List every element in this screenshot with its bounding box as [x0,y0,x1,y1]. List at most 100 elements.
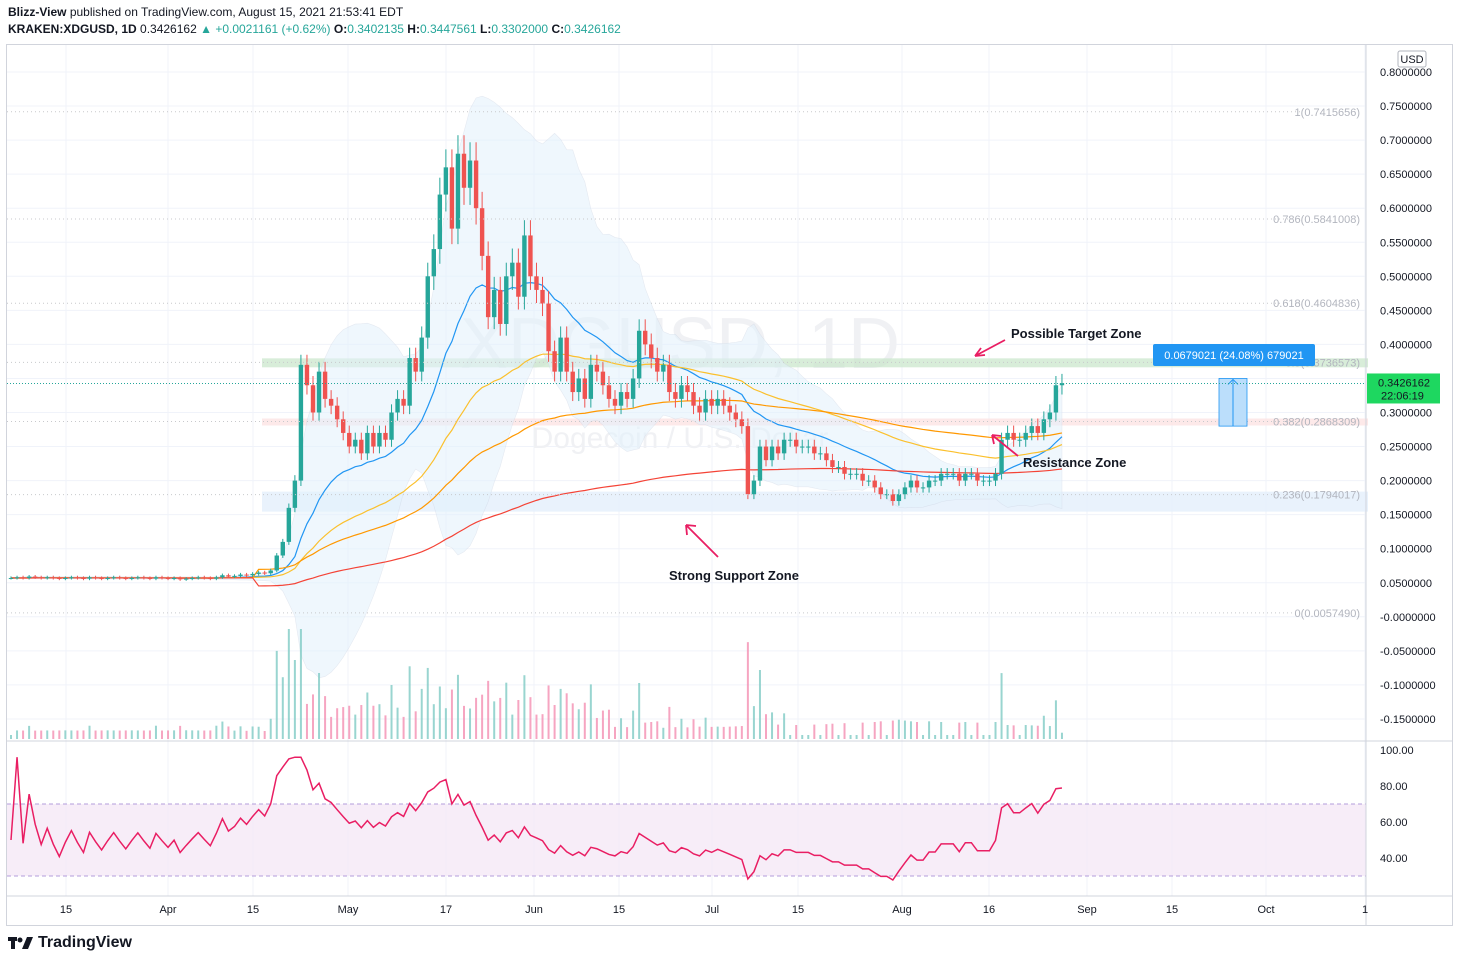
volume-bar [680,718,683,739]
volume-bar [52,730,55,739]
volume-bar [1054,700,1057,739]
candle-body [558,337,563,372]
candle-body [606,385,612,399]
candle-body [292,480,298,508]
candle-body [787,439,793,441]
volume-bar [70,730,73,739]
volume-bar [819,735,822,739]
candle-body [745,426,751,495]
volume-bar [1000,673,1003,739]
price-tick-label: 0.1000000 [1380,544,1432,556]
candle-body [202,577,207,579]
volume-bars [10,629,1063,739]
volume-bar [342,707,345,739]
volume-bar [1042,715,1045,739]
candle-body [159,577,165,579]
volume-bar [239,726,242,739]
volume-bar [704,717,707,739]
candle-body [920,487,926,489]
candle-body [45,577,50,579]
volume-bar [988,735,991,739]
candles [8,135,1065,581]
volume-bar [952,735,955,739]
high-value: 0.3447561 [419,22,477,36]
candle-body [945,473,950,475]
candle-body [14,577,20,579]
volume-bar [263,731,266,739]
volume-bar [946,735,949,739]
candle-body [39,577,44,579]
candle-body [963,473,968,481]
candle-body [830,460,835,467]
candle-body [999,439,1004,474]
volume-bar [64,730,67,739]
volume-bar [686,727,689,739]
volume-bar [964,722,967,739]
candle-body [250,573,255,576]
publisher-name[interactable]: Blizz-View [8,5,67,19]
volume-bar [765,714,767,739]
volume-bar [402,716,405,739]
time-tick-label: Jun [525,904,543,916]
candle-body [794,439,799,447]
volume-bar [692,719,695,739]
candle-body [643,330,648,345]
volume-bar [106,730,109,739]
candle-body [703,398,708,413]
candle-body [649,344,654,359]
candle-body [395,398,400,413]
volume-bar [958,722,961,739]
candle-body [419,337,424,372]
time-tick-label: 1 [1362,904,1368,916]
volume-bar [813,724,816,739]
price-tick-label: 0.4500000 [1380,305,1432,317]
volume-bar [318,673,321,739]
volume-bar [601,710,604,739]
volume-bar [644,722,647,739]
candle-body [365,432,370,454]
volume-bar [668,706,671,739]
volume-bar [444,708,447,739]
volume-bar [1006,725,1009,739]
candle-body [709,398,714,406]
candle-body [733,412,738,420]
candle-body [413,358,418,372]
candle-body [153,577,159,579]
candle-body [636,330,642,379]
time-tick-label: 16 [983,904,995,916]
time-tick-label: 15 [247,904,259,916]
candle-body [685,385,690,393]
high-label: H: [407,22,420,36]
volume-bar [396,707,399,739]
volume-bar [154,725,157,739]
candle-body [842,466,847,474]
price-tick-label: -0.1000000 [1380,680,1436,692]
candle-body [341,419,346,433]
candle-body [552,351,557,372]
price-tick-label: 0.6000000 [1380,203,1432,215]
volume-bar [807,735,810,739]
price-tick-label: 0.8000000 [1380,67,1432,79]
volume-bar [336,708,339,739]
candle-body [872,480,877,488]
possible-target-zone-label: Possible Target Zone [1011,326,1142,341]
candle-body [612,398,618,406]
volume-bar [795,725,798,739]
tradingview-logo[interactable]: TradingView [8,934,132,952]
volume-bar [505,682,508,739]
candle-body [540,289,545,304]
time-tick-label: Sep [1077,904,1097,916]
candle-body [485,255,491,318]
low-value: 0.3302000 [491,22,549,36]
volume-bar [161,730,163,739]
candle-body [896,494,902,502]
candle-body [262,572,267,574]
price-tick-label: 0.7500000 [1380,101,1432,113]
volume-bar [487,680,490,739]
symbol-label[interactable]: KRAKEN:XDGUSD, 1D [8,22,137,36]
candle-body [183,578,189,580]
volume-bar [112,730,115,739]
candle-body [455,153,461,229]
volume-bar [185,730,188,739]
